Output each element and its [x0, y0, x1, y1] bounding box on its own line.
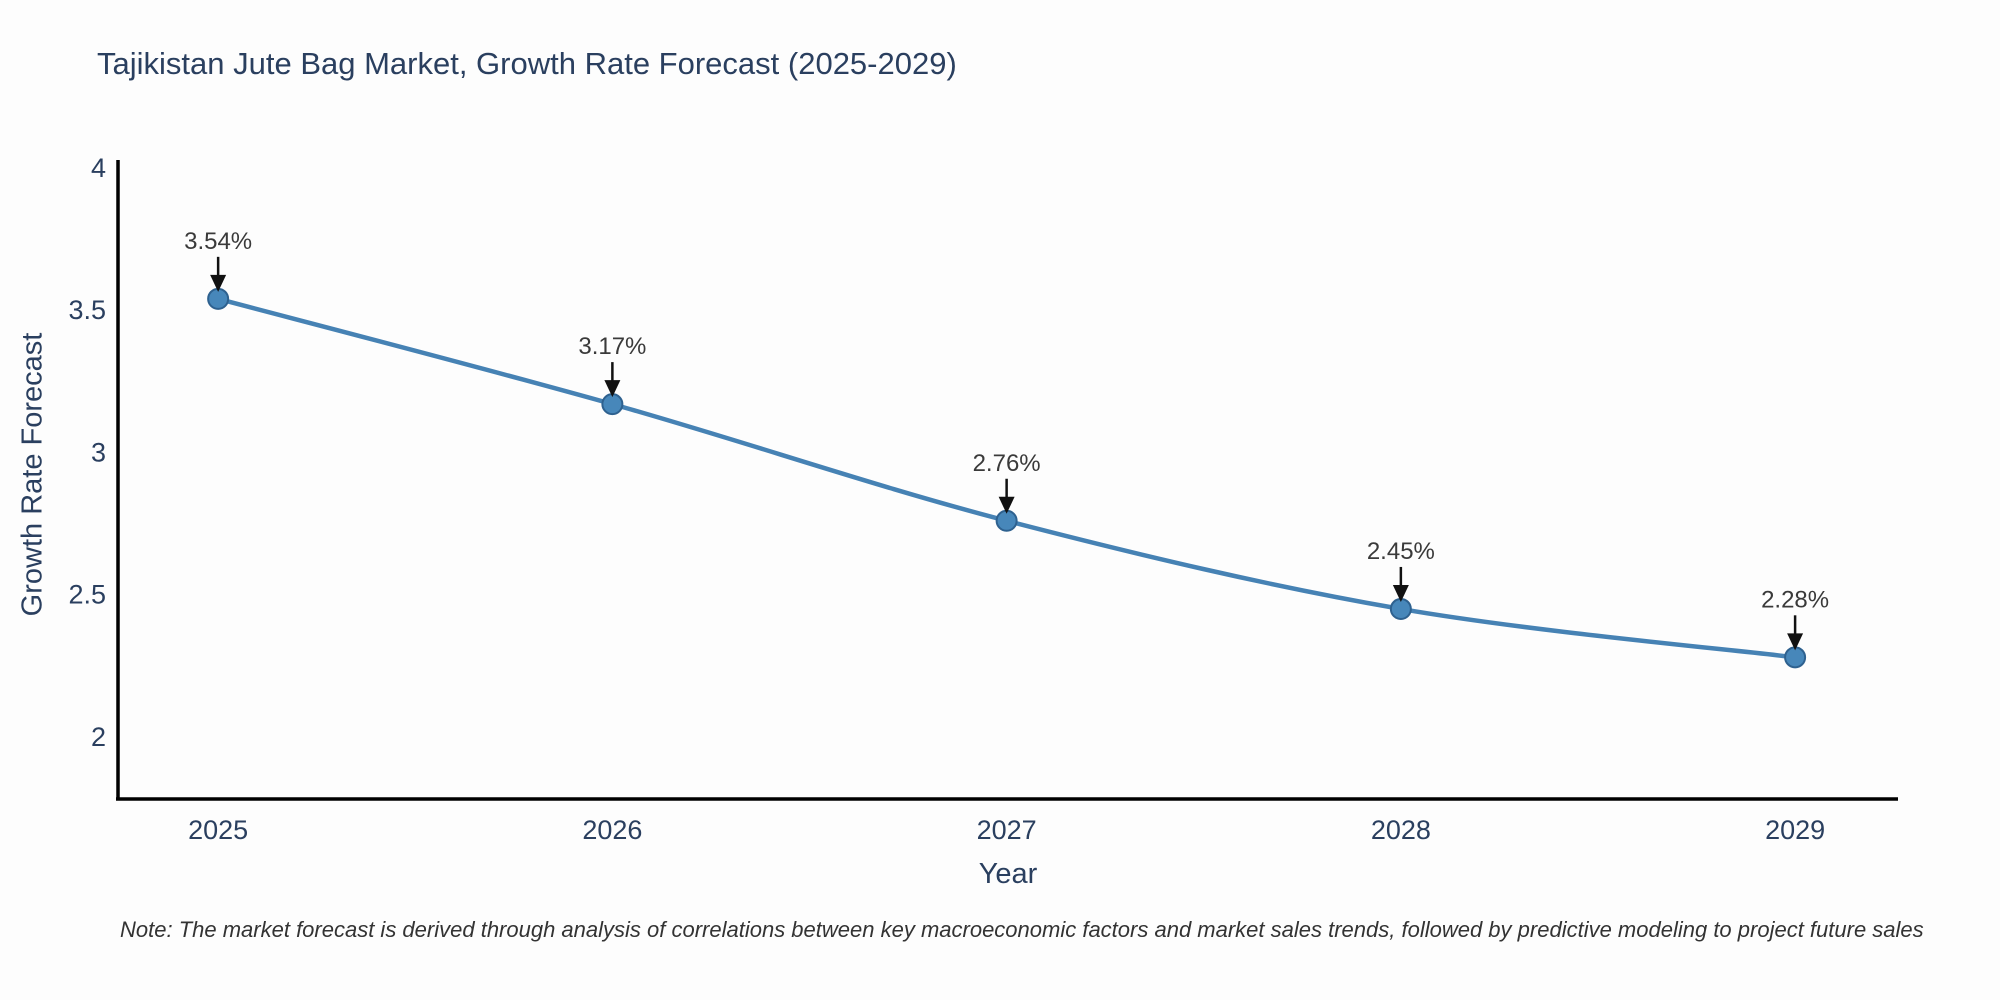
x-tick-label: 2026	[582, 815, 642, 845]
annotation-arrowhead-icon	[604, 380, 621, 398]
point-annotation: 2.45%	[1367, 538, 1435, 602]
footnote: Note: The market forecast is derived thr…	[120, 917, 1924, 942]
annotations-layer: 3.54% 3.17% 2.76% 2.45% 2.28%	[184, 228, 1829, 651]
point-annotation-label: 3.54%	[184, 228, 252, 255]
x-tick-label: 2025	[188, 815, 248, 845]
point-annotation-label: 2.45%	[1367, 538, 1435, 565]
point-annotation-label: 2.76%	[973, 450, 1041, 477]
y-tick-label: 4	[91, 153, 106, 183]
point-annotation-label: 3.17%	[578, 333, 646, 360]
trend-series-layer	[207, 287, 1807, 669]
y-tick-label: 2.5	[68, 580, 106, 610]
point-annotation-label: 2.28%	[1761, 586, 1829, 613]
y-tick-label: 3.5	[68, 295, 106, 325]
annotation-arrowhead-icon	[1787, 633, 1804, 651]
point-annotation: 2.76%	[973, 450, 1041, 514]
y-tick-label: 3	[91, 437, 106, 467]
point-annotation: 2.28%	[1761, 586, 1829, 651]
axes-layer: 4 3.5 3 2.5 2 2025 2026 2027 2028 2029	[68, 153, 1898, 845]
annotation-arrowhead-icon	[1392, 584, 1409, 602]
annotation-arrowhead-icon	[210, 274, 227, 292]
x-tick-label: 2027	[977, 815, 1037, 845]
trend-line	[215, 296, 1798, 660]
x-tick-label: 2029	[1765, 815, 1825, 845]
x-tick-label: 2028	[1371, 815, 1431, 845]
y-tick-label: 2	[91, 722, 106, 752]
point-annotation: 3.17%	[578, 333, 646, 398]
x-axis-title: Year	[978, 858, 1038, 890]
annotation-arrowhead-icon	[998, 496, 1015, 514]
chart-title: Tajikistan Jute Bag Market, Growth Rate …	[97, 46, 957, 81]
point-annotation: 3.54%	[184, 228, 252, 292]
